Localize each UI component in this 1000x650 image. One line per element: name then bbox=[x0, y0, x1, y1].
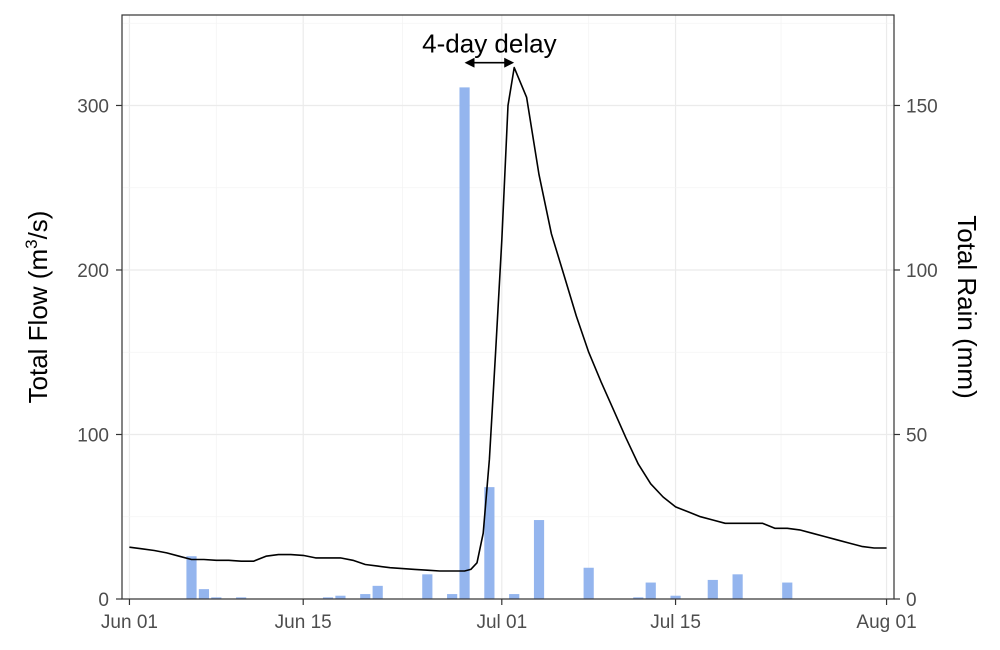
rain-bar bbox=[422, 574, 433, 599]
rain-bar bbox=[186, 556, 197, 599]
rain-bar bbox=[360, 594, 371, 599]
rain-bar bbox=[372, 585, 383, 599]
rain-bar bbox=[236, 597, 247, 599]
plot-panel-border bbox=[121, 14, 895, 600]
x-tick-label: Aug 01 bbox=[856, 612, 916, 633]
y-axis-left-title-tail: /s) bbox=[23, 211, 53, 240]
y-left-tick-label: 100 bbox=[77, 425, 109, 446]
rain-bar bbox=[707, 579, 718, 599]
y-right-tick-label: 100 bbox=[906, 261, 938, 282]
y-left-tick-label: 0 bbox=[98, 590, 109, 611]
rain-bar bbox=[322, 597, 334, 599]
y-right-tick-label: 0 bbox=[906, 590, 917, 611]
x-tick-label: Jul 15 bbox=[650, 612, 701, 633]
y-axis-left: 0 100 200 300 bbox=[77, 96, 122, 611]
x-axis: Jun 01 Jun 15 Jul 01 Jul 15 Aug 01 bbox=[101, 599, 917, 633]
y-left-tick-label: 300 bbox=[77, 96, 109, 117]
rain-bar bbox=[335, 595, 346, 599]
rain-bar bbox=[533, 520, 545, 599]
rain-bar bbox=[732, 574, 743, 599]
y-axis-right-title: Total Rain (mm) bbox=[952, 215, 982, 398]
rain-bar bbox=[645, 582, 656, 599]
x-tick-label: Jun 15 bbox=[275, 612, 332, 633]
rain-bar bbox=[782, 582, 793, 599]
y-axis-left-title-sup: 3 bbox=[22, 239, 41, 248]
y-axis-right: 0 50 100 150 bbox=[894, 96, 938, 611]
grid bbox=[122, 15, 894, 600]
flow-line-group bbox=[129, 66, 887, 572]
rain-bar bbox=[484, 487, 495, 599]
y-right-tick-label: 50 bbox=[906, 425, 927, 446]
rain-bar bbox=[459, 87, 470, 600]
flow-line bbox=[129, 66, 887, 572]
y-axis-left-title: Total Flow (m3/s) bbox=[22, 211, 53, 404]
rain-bar bbox=[211, 597, 222, 599]
annotation-label: 4-day delay bbox=[422, 29, 556, 59]
rain-bar bbox=[633, 597, 644, 599]
y-right-tick-label: 150 bbox=[906, 96, 938, 117]
rain-bar bbox=[198, 589, 210, 599]
rain-bars bbox=[186, 87, 793, 600]
y-left-tick-label: 200 bbox=[77, 261, 109, 282]
annotation: 4-day delay bbox=[422, 29, 557, 68]
x-tick-label: Jun 01 bbox=[101, 612, 158, 633]
rain-bar bbox=[509, 594, 520, 599]
x-tick-label: Jul 01 bbox=[476, 612, 527, 633]
rain-bar bbox=[670, 595, 681, 599]
rain-bar bbox=[583, 567, 594, 599]
rain-bar bbox=[447, 594, 458, 599]
